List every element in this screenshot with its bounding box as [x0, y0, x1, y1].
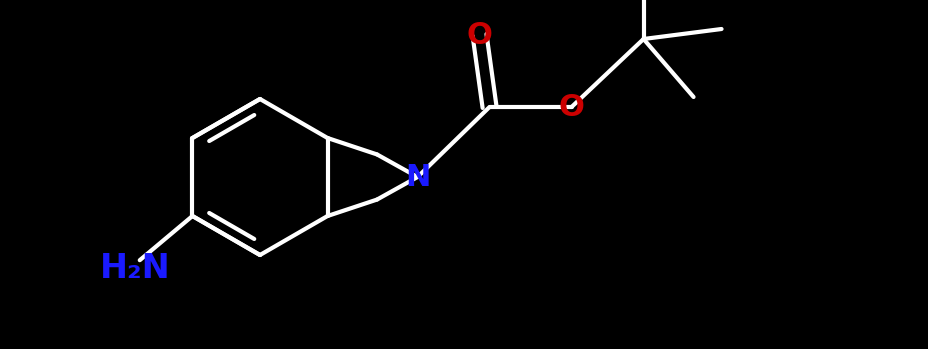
Text: N: N [405, 163, 430, 192]
Text: O: O [466, 21, 492, 50]
Text: O: O [558, 92, 584, 121]
Text: H₂N: H₂N [99, 252, 170, 285]
